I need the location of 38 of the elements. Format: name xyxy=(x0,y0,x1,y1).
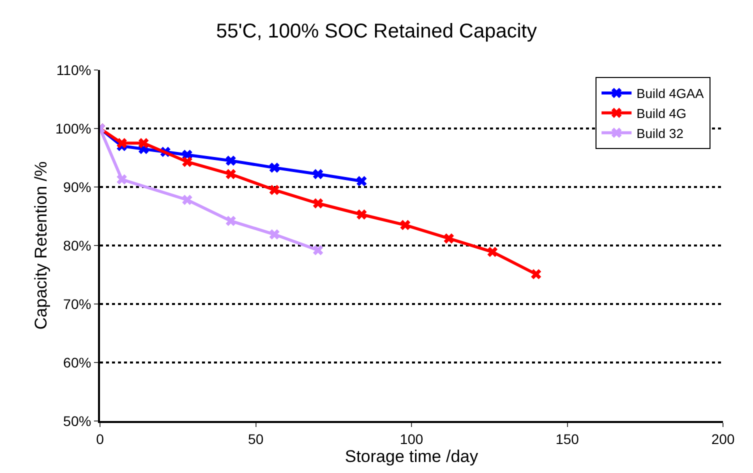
y-tick-label: 100% xyxy=(55,120,92,136)
x-tick-label: 100 xyxy=(400,430,424,447)
point xyxy=(487,246,498,258)
point xyxy=(269,229,280,240)
y-tick-label: 50% xyxy=(63,412,92,429)
point xyxy=(269,162,280,173)
point xyxy=(226,169,236,180)
x-tick-label: 200 xyxy=(711,430,735,447)
x-axis-title: Storage time /day xyxy=(344,446,479,466)
point xyxy=(312,169,324,180)
x-tick-label: 0 xyxy=(96,430,104,447)
x-tick-label: 150 xyxy=(556,430,580,447)
y-tick-label: 80% xyxy=(63,237,92,254)
point xyxy=(116,138,127,148)
y-tick-label: 110% xyxy=(56,62,92,78)
legend-label: Build 4GAA xyxy=(636,86,704,102)
point xyxy=(138,138,149,148)
y-tick-label: 90% xyxy=(63,178,92,195)
point xyxy=(226,216,236,226)
point xyxy=(531,269,542,280)
chart-title: 55'C, 100% SOC Retained Capacity xyxy=(216,20,537,43)
y-axis-title: Capacity Retention /% xyxy=(31,161,50,330)
x-tick-label: 50 xyxy=(248,430,264,447)
legend-label: Build 32 xyxy=(636,126,684,141)
legend-label: Build 4G xyxy=(636,106,686,121)
point xyxy=(182,194,192,205)
point xyxy=(226,156,236,166)
point xyxy=(444,233,454,244)
point xyxy=(356,176,367,186)
point xyxy=(356,209,367,220)
point xyxy=(400,220,410,230)
point xyxy=(182,156,192,167)
point xyxy=(312,245,324,256)
point xyxy=(116,174,127,184)
y-tick-label: 60% xyxy=(63,354,92,370)
point xyxy=(312,198,324,208)
y-tick-label: 70% xyxy=(63,296,92,312)
point xyxy=(269,184,280,196)
